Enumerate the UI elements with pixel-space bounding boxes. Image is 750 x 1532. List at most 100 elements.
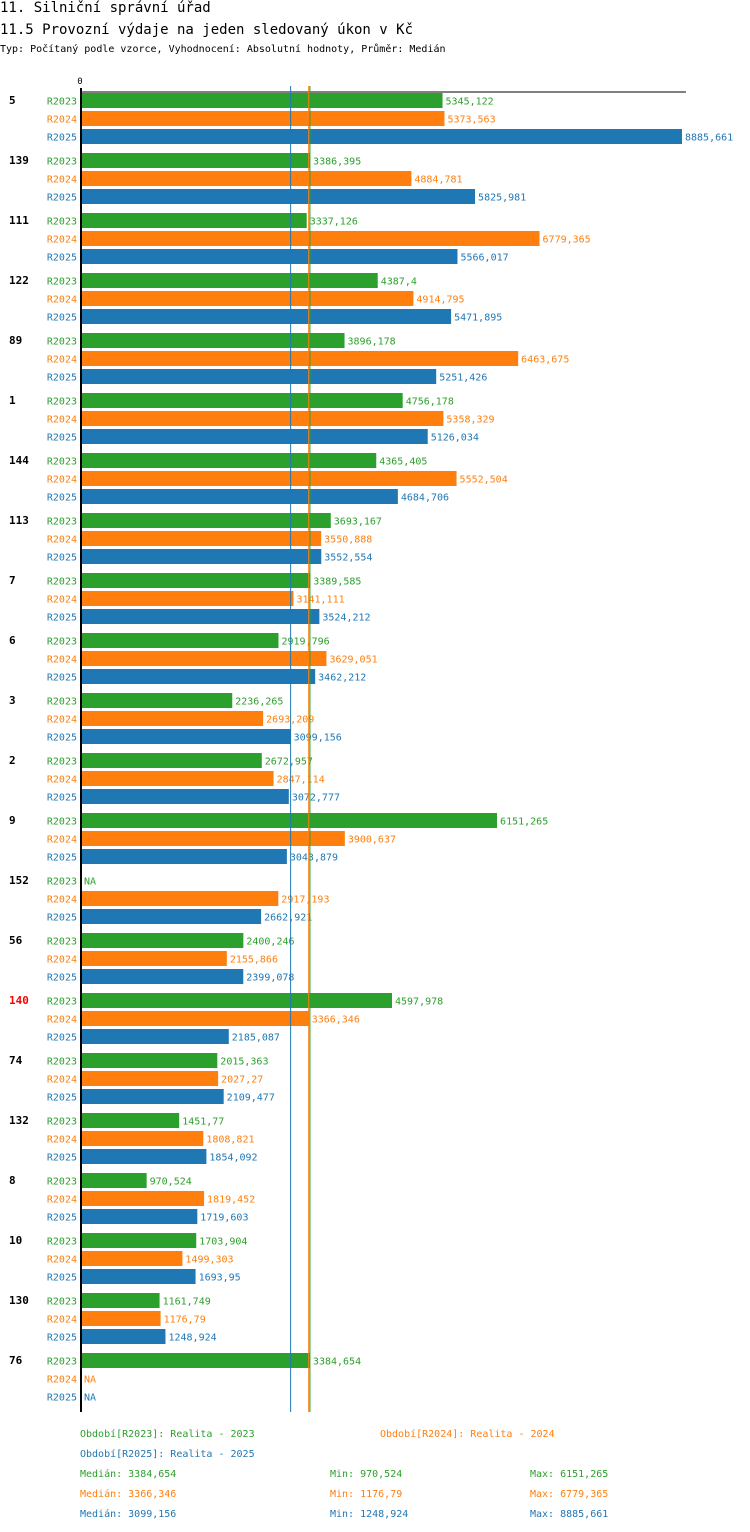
- bar: [81, 891, 279, 906]
- bar: [81, 471, 457, 486]
- series-label: R2023: [47, 817, 77, 828]
- data-label: 1451,77: [182, 1117, 224, 1128]
- data-label: 4884,781: [414, 175, 462, 186]
- bar: [81, 993, 392, 1008]
- series-label: R2024: [47, 1255, 77, 1266]
- bar: [81, 213, 307, 228]
- series-label: R2023: [47, 1117, 77, 1128]
- category-label: 76: [9, 1354, 23, 1367]
- bar: [81, 1293, 160, 1308]
- series-label: R2025: [47, 1213, 77, 1224]
- data-label: 2155,866: [230, 955, 278, 966]
- series-label: R2025: [47, 673, 77, 684]
- stat-max-r2025: Max: 8885,661: [530, 1509, 609, 1520]
- data-label: 2015,363: [220, 1057, 268, 1068]
- series-label: R2025: [47, 253, 77, 264]
- bar: [81, 129, 682, 144]
- series-label: R2023: [47, 697, 77, 708]
- series-label: R2023: [47, 157, 77, 168]
- bar: [81, 429, 428, 444]
- bar: [81, 1251, 183, 1266]
- data-label: NA: [84, 1393, 96, 1404]
- bar: [81, 291, 414, 306]
- bar: [81, 609, 320, 624]
- bar: [81, 351, 519, 366]
- data-label: 3337,126: [310, 217, 358, 228]
- series-label: R2024: [47, 1375, 77, 1386]
- category-label: 9: [9, 814, 16, 827]
- data-label: 2672,957: [265, 757, 313, 768]
- chart-info: Typ: Počítaný podle vzorce, Vyhodnocení:…: [0, 44, 446, 55]
- data-label: 3462,212: [318, 673, 366, 684]
- series-label: R2025: [47, 1333, 77, 1344]
- stat-min-r2024: Min: 1176,79: [330, 1489, 403, 1500]
- series-label: R2025: [47, 193, 77, 204]
- data-label: 4914,795: [416, 295, 464, 306]
- series-label: R2025: [47, 1393, 77, 1404]
- bar: [81, 813, 498, 828]
- data-label: 5251,426: [439, 373, 487, 384]
- data-label: 8885,661: [685, 133, 733, 144]
- data-label: 6151,265: [500, 817, 548, 828]
- data-label: 5345,122: [446, 97, 494, 108]
- series-label: R2023: [47, 1297, 77, 1308]
- category-label: 5: [9, 94, 16, 107]
- data-label: 6779,365: [543, 235, 591, 246]
- series-label: R2023: [47, 757, 77, 768]
- series-label: R2023: [47, 1237, 77, 1248]
- data-label: 1693,95: [199, 1273, 241, 1284]
- data-label: 3386,395: [313, 157, 361, 168]
- category-label: 3: [9, 694, 16, 707]
- bar: [81, 1353, 310, 1368]
- series-label: R2023: [47, 637, 77, 648]
- data-label: 3072,777: [292, 793, 340, 804]
- data-label: 2400,246: [246, 937, 294, 948]
- legend-r2024: Období[R2024]: Realita - 2024: [380, 1429, 555, 1440]
- legend-r2025: Období[R2025]: Realita - 2025: [80, 1449, 255, 1460]
- data-label: 1854,092: [209, 1153, 257, 1164]
- series-label: R2025: [47, 1153, 77, 1164]
- series-label: R2025: [47, 1273, 77, 1284]
- bar: [81, 909, 262, 924]
- bar: [81, 1089, 224, 1104]
- data-label: 4756,178: [406, 397, 454, 408]
- bar: [81, 1029, 229, 1044]
- bar: [81, 729, 291, 744]
- series-label: R2023: [47, 277, 77, 288]
- bar: [81, 831, 345, 846]
- bar: [81, 1149, 207, 1164]
- series-label: R2024: [47, 895, 77, 906]
- category-label: 113: [9, 514, 29, 527]
- page-title: 11. Silniční správní úřad: [0, 0, 211, 16]
- series-label: R2025: [47, 313, 77, 324]
- bar: [81, 1269, 196, 1284]
- bar: [81, 273, 378, 288]
- data-label: 5825,981: [478, 193, 526, 204]
- series-label: R2024: [47, 355, 77, 366]
- bar: [81, 753, 262, 768]
- series-label: R2023: [47, 217, 77, 228]
- stat-min-r2025: Min: 1248,924: [330, 1509, 409, 1520]
- chart-title: 11.5 Provozní výdaje na jeden sledovaný …: [0, 22, 414, 38]
- series-label: R2024: [47, 655, 77, 666]
- data-label: 2399,078: [246, 973, 294, 984]
- data-label: 3550,888: [324, 535, 372, 546]
- data-label: 4365,405: [379, 457, 427, 468]
- data-label: 4684,706: [401, 493, 449, 504]
- data-label: 2847,114: [277, 775, 325, 786]
- series-label: R2025: [47, 133, 77, 144]
- series-label: R2023: [47, 397, 77, 408]
- data-label: 2236,265: [235, 697, 283, 708]
- stat-median-r2025: Medián: 3099,156: [80, 1509, 177, 1520]
- data-label: 3900,637: [348, 835, 396, 846]
- series-label: R2023: [47, 1057, 77, 1068]
- data-label: 5126,034: [431, 433, 479, 444]
- series-label: R2025: [47, 733, 77, 744]
- series-label: R2024: [47, 1195, 77, 1206]
- series-label: R2024: [47, 1075, 77, 1086]
- data-label: 6463,675: [521, 355, 569, 366]
- bar: [81, 591, 294, 606]
- bar: [81, 249, 458, 264]
- data-label: 3099,156: [294, 733, 342, 744]
- data-label: 3141,111: [296, 595, 344, 606]
